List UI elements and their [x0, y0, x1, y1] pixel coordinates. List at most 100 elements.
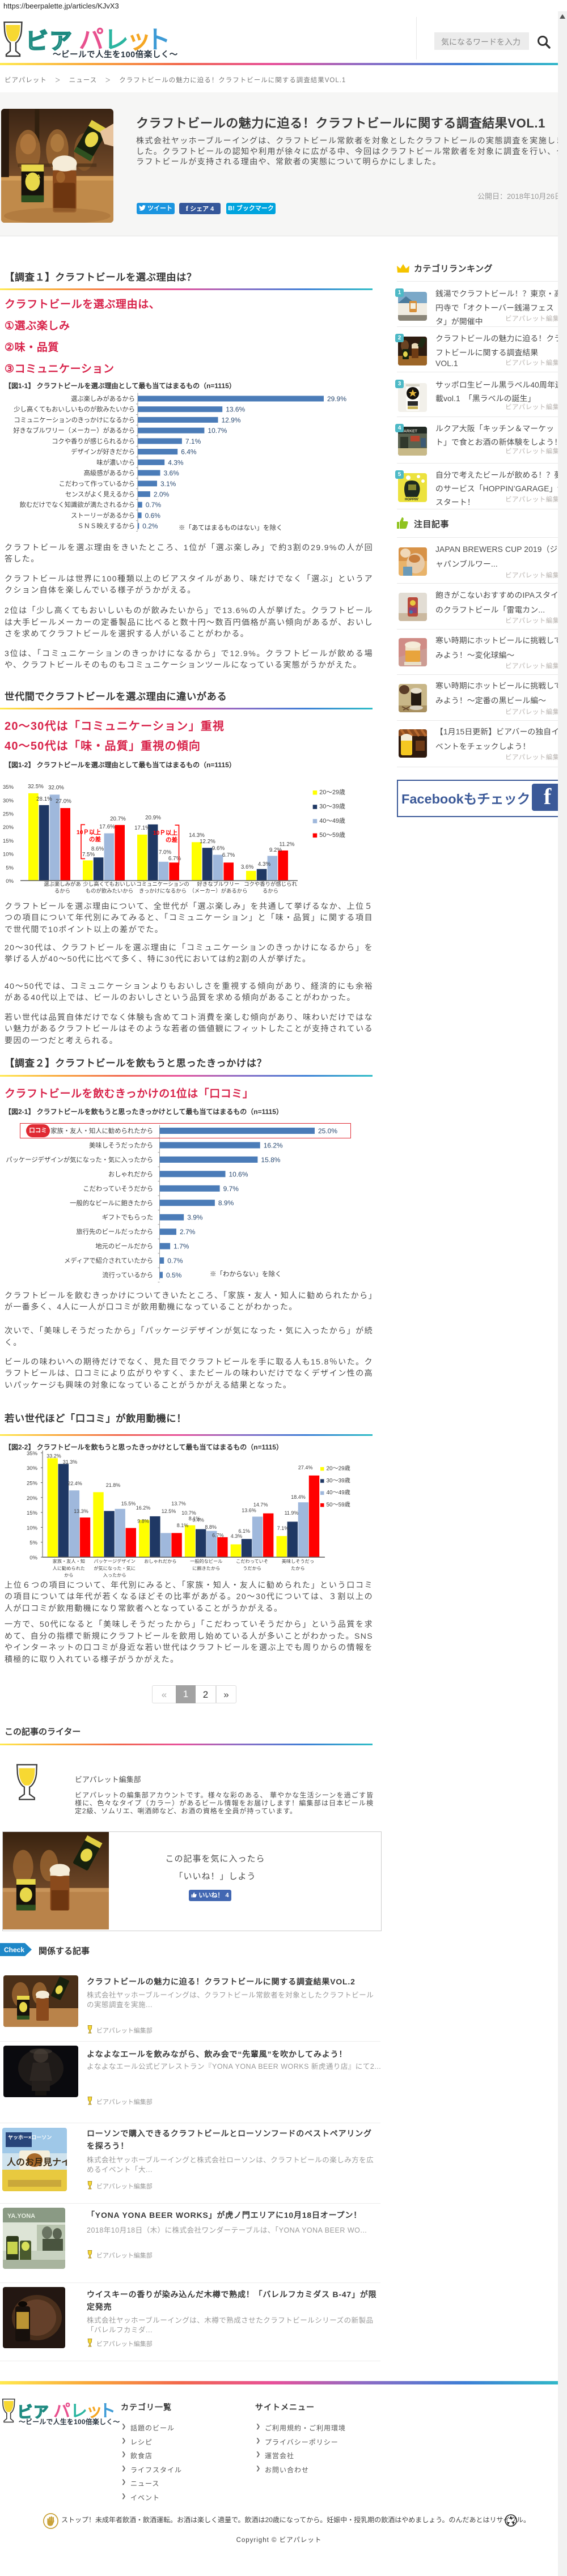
svg-text:選ぶ楽しみがあ: 選ぶ楽しみがあ — [44, 881, 81, 887]
svg-text:3.6%: 3.6% — [241, 864, 254, 870]
svg-text:MARKET: MARKET — [400, 430, 418, 433]
svg-text:9.4%: 9.4% — [192, 1517, 204, 1523]
svg-text:5%: 5% — [29, 1540, 37, 1546]
svg-text:こだわっていそ: こだわっていそ — [236, 1559, 268, 1564]
svg-text:ものが飲みたいから: ものが飲みたいから — [86, 888, 133, 894]
svg-text:17.6%: 17.6% — [99, 824, 115, 830]
svg-text:7.0%: 7.0% — [159, 849, 172, 856]
svg-text:28.1%: 28.1% — [36, 796, 52, 802]
svg-text:14.3%: 14.3% — [189, 832, 205, 839]
svg-text:6.1%: 6.1% — [239, 1528, 251, 1534]
svg-text:Check: Check — [4, 1946, 24, 1954]
svg-text:人のお月見ナイ: 人のお月見ナイ — [7, 2157, 67, 2167]
svg-text:10.6%: 10.6% — [229, 1170, 248, 1178]
svg-text:20～29歳: 20～29歳 — [319, 789, 345, 796]
svg-text:コミュニケーションのきっかけになるから: コミュニケーションのきっかけになるから — [14, 416, 135, 424]
svg-text:好きなブルワリー: 好きなブルワリー — [197, 881, 239, 887]
svg-text:0%: 0% — [6, 878, 14, 885]
svg-text:ＳＮＳ映えするから: ＳＮＳ映えするから — [77, 522, 135, 530]
svg-text:メディアで紹介されていたから: メディアで紹介されていたから — [64, 1257, 153, 1265]
svg-text:20～29歳: 20～29歳 — [327, 1465, 350, 1472]
svg-text:13.3%: 13.3% — [74, 1508, 88, 1514]
svg-text:10%: 10% — [3, 852, 14, 858]
svg-text:0.6%: 0.6% — [145, 512, 161, 520]
svg-text:10Ｐ以上: 10Ｐ以上 — [77, 828, 101, 836]
svg-text:30%: 30% — [3, 798, 14, 804]
svg-text:少し高くてもおいしいものが飲みたいから: 少し高くてもおいしいものが飲みたいから — [14, 405, 135, 413]
svg-text:パッケージデザイン: パッケージデザイン — [94, 1558, 136, 1564]
svg-text:コクや香りが感じられ: コクや香りが感じられ — [244, 881, 297, 887]
svg-text:15.5%: 15.5% — [121, 1501, 136, 1507]
svg-text:一般的なビール: 一般的なビール — [190, 1558, 222, 1564]
svg-text:20.9%: 20.9% — [145, 815, 161, 821]
svg-text:に飽きたから: に飽きたから — [192, 1566, 220, 1571]
svg-text:9.7%: 9.7% — [223, 1185, 239, 1193]
svg-text:4.3%: 4.3% — [168, 458, 184, 466]
svg-text:7.1%: 7.1% — [277, 1525, 289, 1531]
svg-text:6.7%: 6.7% — [168, 856, 181, 862]
svg-text:5%: 5% — [6, 865, 14, 871]
svg-text:の差: の差 — [166, 836, 177, 844]
svg-text:17.1%: 17.1% — [134, 825, 150, 831]
svg-text:12.2%: 12.2% — [200, 839, 215, 845]
svg-text:15%: 15% — [27, 1510, 38, 1516]
svg-text:6.7%: 6.7% — [212, 1533, 224, 1538]
svg-text:流行っているから: 流行っているから — [102, 1271, 153, 1279]
svg-text:少し高くてもおいしい: 少し高くてもおいしい — [83, 881, 136, 887]
svg-text:31.3%: 31.3% — [63, 1459, 78, 1465]
svg-text:9.8%: 9.8% — [137, 1519, 149, 1524]
svg-text:35%: 35% — [27, 1451, 38, 1457]
svg-text:デザインが好きだから: デザインが好きだから — [71, 448, 135, 456]
svg-text:YA.YONA: YA.YONA — [7, 2213, 35, 2220]
svg-text:25%: 25% — [27, 1481, 38, 1487]
svg-text:13.6%: 13.6% — [226, 406, 245, 414]
svg-text:30%: 30% — [27, 1465, 38, 1472]
svg-text:27.4%: 27.4% — [298, 1465, 313, 1470]
svg-text:35%: 35% — [3, 784, 14, 790]
svg-text:コミュニケーションの: コミュニケーションの — [136, 881, 189, 887]
svg-text:25.0%: 25.0% — [318, 1127, 337, 1135]
svg-text:0.7%: 0.7% — [146, 501, 162, 509]
svg-text:8.9%: 8.9% — [218, 1199, 234, 1207]
svg-text:16.2%: 16.2% — [264, 1142, 283, 1150]
svg-text:3.9%: 3.9% — [187, 1214, 203, 1222]
svg-text:15.8%: 15.8% — [261, 1156, 280, 1164]
svg-text:一般的なビールに飽きたから: 一般的なビールに飽きたから — [70, 1199, 153, 1207]
svg-text:ヤッホー×ローソン: ヤッホー×ローソン — [8, 2135, 52, 2140]
svg-text:おしゃれだから: おしゃれだから — [144, 1559, 176, 1564]
svg-text:33.2%: 33.2% — [46, 1453, 61, 1459]
svg-text:8.8%: 8.8% — [205, 1524, 217, 1530]
svg-text:（メーカー）があるから: （メーカー）があるから — [189, 888, 247, 894]
svg-text:HOPPIN': HOPPIN' — [405, 498, 419, 501]
svg-text:27.0%: 27.0% — [56, 798, 71, 805]
svg-text:4.3%: 4.3% — [258, 861, 271, 868]
svg-text:美味しそうだったから: 美味しそうだったから — [89, 1142, 153, 1149]
svg-text:11.9%: 11.9% — [285, 1510, 299, 1516]
svg-text:20%: 20% — [27, 1495, 38, 1502]
svg-text:13.7%: 13.7% — [171, 1501, 186, 1507]
svg-text:15%: 15% — [3, 838, 14, 844]
svg-text:飲むだけでなく知識欲が満たされるから: 飲むだけでなく知識欲が満たされるから — [20, 501, 135, 509]
svg-text:0%: 0% — [29, 1555, 37, 1561]
svg-text:高級感があるから: 高級感があるから — [84, 469, 135, 477]
svg-text:11.2%: 11.2% — [279, 841, 294, 848]
svg-text:好きなブルワリー（メーカー）があるから: 好きなブルワリー（メーカー）があるから — [13, 427, 135, 435]
svg-text:10%: 10% — [27, 1525, 38, 1531]
svg-text:8.1%: 8.1% — [189, 1516, 201, 1521]
svg-text:3.6%: 3.6% — [164, 469, 180, 477]
svg-text:0.2%: 0.2% — [142, 522, 158, 530]
svg-text:きっかけになるから: きっかけになるから — [139, 888, 187, 894]
svg-text:るから: るから — [263, 888, 278, 894]
svg-text:こだわっていそうだから: こだわっていそうだから — [83, 1185, 153, 1192]
svg-text:入ったから: 入ったから — [103, 1573, 126, 1578]
svg-text:21.8%: 21.8% — [106, 1482, 121, 1488]
svg-text:4.3%: 4.3% — [231, 1533, 243, 1539]
svg-text:50～59歳: 50～59歳 — [327, 1501, 350, 1508]
svg-text:ストーリーがあるから: ストーリーがあるから — [71, 511, 135, 519]
svg-text:2.7%: 2.7% — [180, 1228, 196, 1236]
svg-text:7.5%: 7.5% — [82, 852, 95, 858]
svg-text:20.7%: 20.7% — [110, 816, 126, 822]
svg-text:14.7%: 14.7% — [253, 1502, 268, 1508]
svg-text:人に勧められた: 人に勧められた — [53, 1566, 85, 1571]
svg-text:8.1%: 8.1% — [177, 1523, 189, 1528]
